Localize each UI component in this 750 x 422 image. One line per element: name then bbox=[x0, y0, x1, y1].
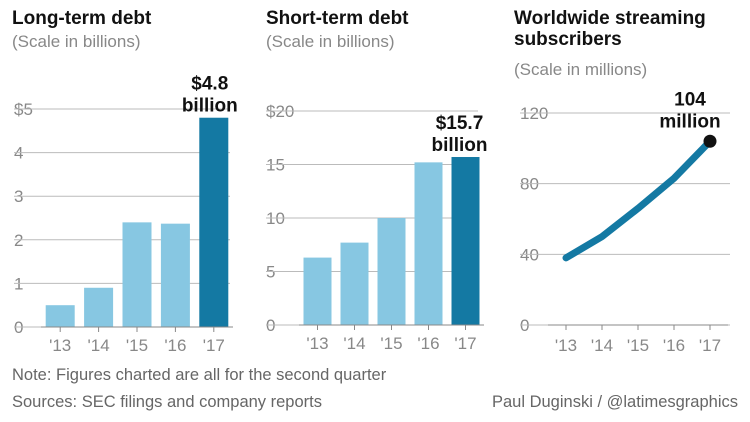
bar bbox=[340, 242, 369, 325]
x-tick-label: '15 bbox=[627, 336, 649, 355]
chart-title-line-1: Worldwide streaming bbox=[514, 8, 706, 29]
x-tick-label: '15 bbox=[380, 334, 402, 353]
bar bbox=[414, 162, 443, 325]
chart-title: Short-term debt bbox=[266, 8, 409, 29]
chart-title: Long-term debt bbox=[12, 8, 152, 29]
series-line bbox=[562, 137, 714, 262]
x-tick-label: '17 bbox=[699, 336, 721, 355]
endpoint-marker bbox=[703, 134, 717, 148]
x-tick-label: '14 bbox=[88, 336, 110, 355]
x-tick-label: '16 bbox=[663, 336, 685, 355]
callout-unit: billion bbox=[432, 135, 488, 156]
x-tick-label: '13 bbox=[555, 336, 577, 355]
chart-title: Worldwide streaming subscribers bbox=[514, 8, 706, 50]
x-tick-label: '17 bbox=[454, 334, 476, 353]
x-tick-label: '14 bbox=[343, 334, 365, 353]
callout-unit: million bbox=[659, 111, 720, 132]
x-tick-label: '17 bbox=[203, 336, 225, 355]
bar bbox=[84, 287, 114, 327]
bar bbox=[199, 117, 229, 327]
x-tick-label: '13 bbox=[49, 336, 71, 355]
x-tick-label: '13 bbox=[306, 334, 328, 353]
footnote: Note: Figures charted are all for the se… bbox=[12, 366, 387, 384]
x-tick-label: '16 bbox=[417, 334, 439, 353]
sources: Sources: SEC filings and company reports bbox=[12, 393, 322, 411]
chart-title-line-2: subscribers bbox=[514, 29, 622, 50]
x-tick-label: '14 bbox=[591, 336, 613, 355]
chart-subtitle: (Scale in millions) bbox=[514, 60, 648, 79]
callout-value: $15.7 bbox=[436, 113, 484, 134]
bar bbox=[45, 305, 75, 327]
bar bbox=[122, 222, 152, 327]
bar bbox=[377, 218, 406, 325]
y-tick-label: 40 bbox=[520, 245, 539, 264]
callout-unit: billion bbox=[182, 96, 238, 117]
chart-subtitle: (Scale in billions) bbox=[266, 32, 395, 51]
x-tick-label: '15 bbox=[126, 336, 148, 355]
bar bbox=[451, 157, 480, 325]
chart-subtitle: (Scale in billions) bbox=[12, 32, 141, 51]
bar bbox=[160, 223, 190, 327]
x-tick-label: '16 bbox=[164, 336, 186, 355]
callout-value: 104 bbox=[674, 89, 706, 110]
bar bbox=[303, 257, 332, 325]
callout-value: $4.8 bbox=[191, 74, 228, 95]
credit: Paul Duginski / @latimesgraphics bbox=[491, 393, 738, 411]
